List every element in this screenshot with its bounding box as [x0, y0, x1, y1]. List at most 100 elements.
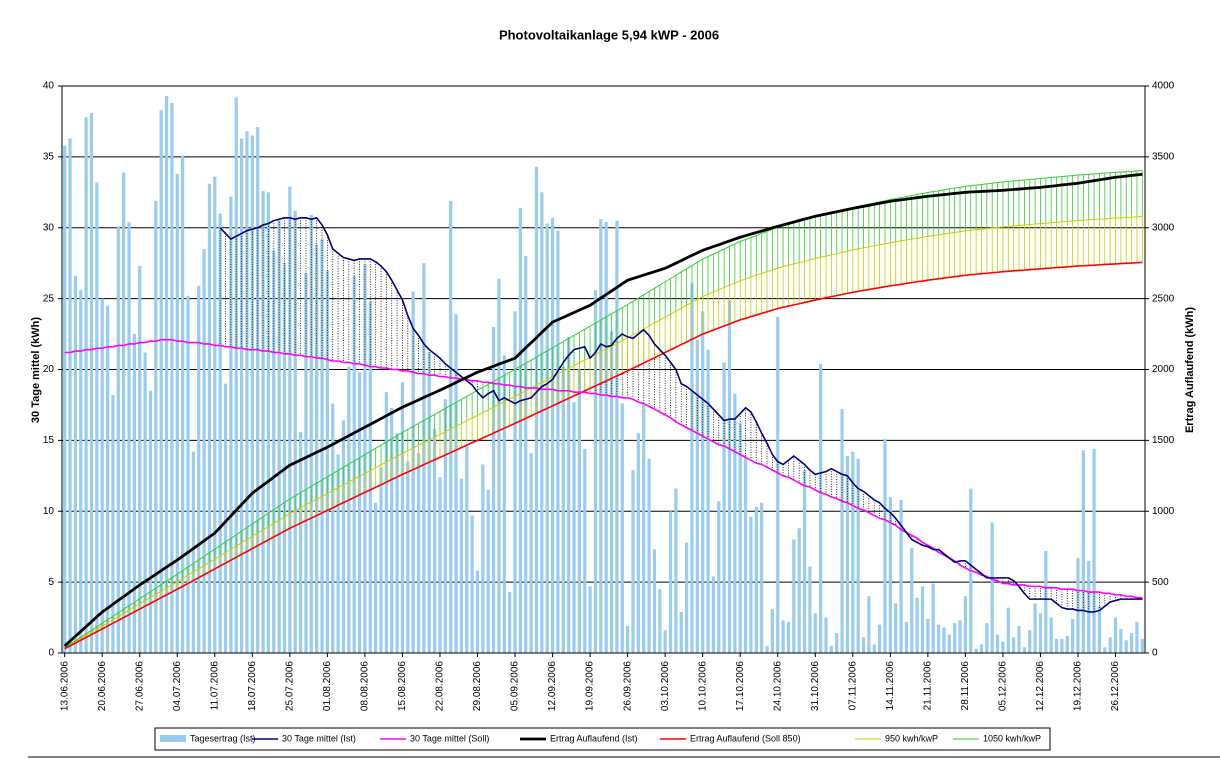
x-tick-label: 12.09.2006 [547, 661, 558, 711]
bar [813, 613, 817, 653]
bar [1103, 647, 1107, 653]
bar [497, 278, 501, 653]
x-tick-label: 20.06.2006 [97, 661, 108, 711]
bar [272, 250, 276, 653]
bar [159, 110, 163, 653]
bar [336, 454, 340, 653]
bar [1049, 617, 1053, 653]
bar [936, 624, 941, 653]
x-tick-label: 14.11.2006 [885, 661, 896, 711]
bar [433, 429, 437, 653]
legend-label: Ertrag Auflaufend (Soll 850) [690, 733, 801, 743]
bar [148, 390, 153, 653]
bar [357, 372, 362, 653]
bar [577, 369, 581, 653]
bar [615, 220, 619, 653]
bar [947, 634, 951, 653]
bar [829, 645, 833, 653]
bar [695, 339, 699, 653]
bar [459, 478, 464, 653]
y-tick-label: 40 [43, 81, 55, 92]
bar [213, 176, 217, 653]
y2-tick-label: 1000 [1152, 506, 1175, 517]
bar [717, 501, 721, 653]
bar [711, 576, 716, 653]
bar [181, 155, 185, 653]
bar [1012, 637, 1016, 653]
bar [690, 283, 694, 653]
bar [824, 617, 828, 653]
legend-box [154, 727, 1051, 751]
bar [1135, 621, 1139, 653]
bar [1140, 638, 1144, 653]
bar [175, 173, 179, 653]
bar [786, 621, 791, 653]
bar [872, 644, 876, 653]
bar [760, 502, 764, 653]
bar [990, 522, 994, 653]
x-tick-label: 01.08.2006 [322, 661, 333, 711]
bar [529, 453, 533, 653]
bar [454, 314, 458, 653]
bar [250, 135, 254, 654]
bar [684, 542, 689, 653]
bar [1038, 613, 1043, 653]
bar [486, 489, 490, 653]
bar [164, 95, 169, 654]
bar [770, 609, 774, 653]
bar [1076, 558, 1080, 653]
bar [631, 470, 635, 653]
x-tick-label: 18.07.2006 [247, 661, 258, 711]
bar [674, 488, 678, 653]
bar [518, 207, 523, 653]
bar [556, 230, 560, 653]
bar [261, 190, 265, 653]
x-tick-label: 28.11.2006 [960, 661, 971, 711]
bar [604, 222, 608, 653]
bar [599, 219, 603, 653]
bar [304, 273, 308, 653]
bar [679, 611, 683, 653]
bar [105, 305, 110, 653]
x-tick-label: 11.07.2006 [209, 661, 220, 711]
bar [888, 497, 892, 653]
bar [915, 597, 919, 653]
bar [953, 623, 957, 653]
bar [1113, 617, 1118, 653]
chart-title: Photovoltaikanlage 5,94 kWP - 2006 [499, 27, 719, 42]
bar [781, 620, 785, 653]
bar [427, 352, 431, 653]
y-tick-label: 30 [43, 222, 55, 233]
bar [470, 515, 474, 653]
y-tick-label: 10 [43, 506, 55, 517]
bar [122, 172, 126, 653]
bar [84, 117, 88, 653]
bar [567, 336, 571, 653]
bar [154, 200, 158, 653]
legend-label: 950 kwh/kwP [885, 733, 938, 743]
bar [191, 451, 195, 653]
bar [561, 366, 565, 653]
bar [1097, 606, 1102, 653]
bar [985, 623, 989, 653]
bar [1087, 560, 1091, 653]
bar [668, 511, 673, 653]
y2-tick-label: 500 [1152, 577, 1169, 588]
y2-tick-label: 0 [1152, 648, 1158, 659]
bar [1006, 607, 1010, 653]
bar [792, 539, 796, 653]
bar [958, 620, 962, 653]
bar [1028, 630, 1032, 653]
bar [411, 291, 415, 653]
bar [963, 596, 968, 653]
bar [1060, 638, 1064, 653]
y-tick-label: 15 [43, 435, 55, 446]
bar [309, 214, 313, 653]
bar [808, 566, 812, 653]
bar [802, 470, 807, 653]
bar [878, 624, 882, 653]
bar [920, 586, 925, 653]
y2-axis-label: Ertrag Auflaufend (kWh) [1184, 307, 1196, 433]
bar [288, 186, 292, 653]
